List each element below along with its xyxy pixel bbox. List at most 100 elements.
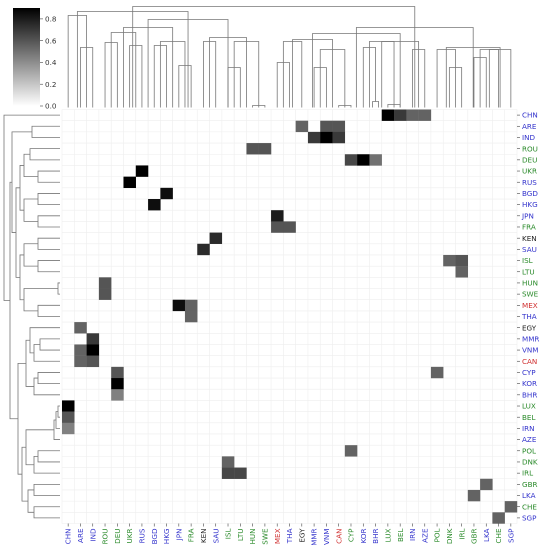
cell-rou-swe (258, 143, 272, 155)
dendrogram-link (37, 372, 60, 385)
column-label-ltu: LTU (236, 529, 245, 542)
row-label-rus: RUS (522, 178, 537, 187)
cell-irn-chn (62, 422, 75, 435)
cell-chn-aze (418, 109, 432, 121)
cell-tha-fra (184, 310, 198, 323)
cell-mex-jpn (172, 299, 186, 312)
cell-bhr-deu (111, 389, 124, 401)
dendrogram-link (53, 419, 60, 440)
heatmap-background (62, 109, 517, 524)
row-label-bhr: BHR (522, 390, 537, 399)
cell-hun-rou (98, 277, 112, 289)
row-label-hkg: HKG (522, 200, 538, 209)
colorbar-tick-label: 0.8 (45, 14, 57, 23)
cell-dnk-isl (221, 456, 235, 468)
cell-rus-ukr (123, 176, 136, 189)
column-label-sgp: SGP (506, 528, 515, 543)
column-label-ken: KEN (199, 529, 208, 544)
cell-isl-dnk (443, 254, 456, 267)
dendrogram-link (3, 114, 60, 301)
dendrogram-link (39, 338, 60, 351)
dendrogram-link (33, 506, 60, 519)
cell-gbr-lka (480, 478, 493, 491)
column-label-rus: RUS (138, 528, 147, 543)
dendrogram-link (21, 446, 28, 502)
row-label-vnm: VNM (522, 346, 539, 355)
dendrogram-link (37, 193, 60, 206)
dendrogram-link (19, 165, 24, 211)
column-label-chn: CHN (64, 529, 73, 545)
row-label-gbr: GBR (522, 480, 538, 489)
column-label-can: CAN (334, 529, 343, 544)
row-label-sau: SAU (522, 245, 537, 254)
dendrogram-link (37, 304, 60, 317)
cell-jpn-mex (271, 210, 284, 222)
dendrogram-link (57, 405, 60, 418)
column-label-rou: ROU (101, 529, 110, 545)
column-label-dnk: DNK (445, 528, 454, 544)
column-label-aze: AZE (420, 528, 429, 543)
dendrogram-link (33, 483, 60, 496)
dendrogram-link (37, 170, 60, 183)
cell-can-ind (86, 355, 100, 368)
column-label-bel: BEL (396, 529, 405, 542)
row-label-mmr: MMR (522, 334, 539, 343)
cell-rou-hun (246, 143, 259, 155)
row-label-irn: IRN (522, 424, 535, 433)
cell-can-are (74, 355, 87, 368)
row-label-cyp: CYP (522, 368, 536, 377)
cell-mmr-ind (86, 333, 100, 345)
row-label-are: ARE (522, 122, 537, 131)
cell-ind-mmr (307, 131, 321, 144)
row-label-jpn: JPN (521, 211, 534, 220)
column-label-sau: SAU (211, 529, 220, 544)
column-label-lka: LKA (482, 528, 491, 542)
dendrogram-link (19, 254, 24, 301)
column-dendrogram (67, 6, 512, 108)
cell-vnm-are (74, 344, 87, 356)
cell-fra-tha (283, 221, 296, 233)
dendrogram-link (37, 237, 60, 250)
dendrogram-link (31, 125, 60, 138)
cell-pol-cyp (344, 445, 358, 457)
column-labels: CHN ARE IND ROU DEU UKR RUS BGD HKG JPN FRA KEN SAU I… (64, 523, 515, 545)
dendrogram-link (33, 344, 60, 362)
dendrogram-link (132, 6, 416, 108)
row-label-deu: DEU (522, 155, 537, 164)
cell-swe-rou (98, 288, 112, 300)
cell-cyp-deu (111, 366, 124, 379)
cell-kor-deu (111, 378, 124, 390)
dendrogram-link (23, 243, 38, 267)
dendrogram-link (9, 181, 18, 420)
dendrogram-link (37, 215, 60, 228)
column-label-are: ARE (76, 528, 85, 543)
row-label-chn: CHN (522, 111, 538, 120)
cell-chn-irn (406, 109, 419, 121)
colorbar-tick-label: 0.2 (45, 80, 56, 89)
cell-irl-isl (221, 467, 235, 479)
cell-ken-sau (209, 232, 223, 244)
column-label-jpn: JPN (174, 529, 183, 542)
column-label-ind: IND (88, 528, 97, 541)
cell-chn-bel (394, 109, 407, 121)
cell-egy-are (74, 322, 87, 334)
row-label-lka: LKA (522, 491, 536, 500)
cell-hkg-bgd (148, 199, 161, 211)
column-label-fra: FRA (187, 528, 196, 542)
row-label-bel: BEL (522, 413, 535, 422)
row-labels: CHN ARE IND ROU DEU UKR RUS BGD HKG JPN FRA KEN SAU I… (517, 111, 539, 523)
dendrogram-link (23, 198, 38, 222)
row-label-kor: KOR (522, 379, 537, 388)
row-label-hun: HUN (522, 279, 538, 288)
cell-isl-irl (455, 254, 469, 267)
colorbar: 0.0 0.2 0.4 0.6 0.8 (13, 8, 57, 111)
row-label-ukr: UKR (522, 167, 537, 176)
row-label-mex: MEX (522, 301, 538, 310)
cell-irl-ltu (234, 467, 247, 479)
row-dendrogram (3, 114, 60, 519)
row-label-lux: LUX (522, 402, 536, 411)
column-label-mex: MEX (273, 528, 282, 544)
cell-vnm-ind (86, 344, 100, 356)
cell-cyp-pol (430, 366, 444, 379)
cell-sgp-che (492, 512, 505, 524)
